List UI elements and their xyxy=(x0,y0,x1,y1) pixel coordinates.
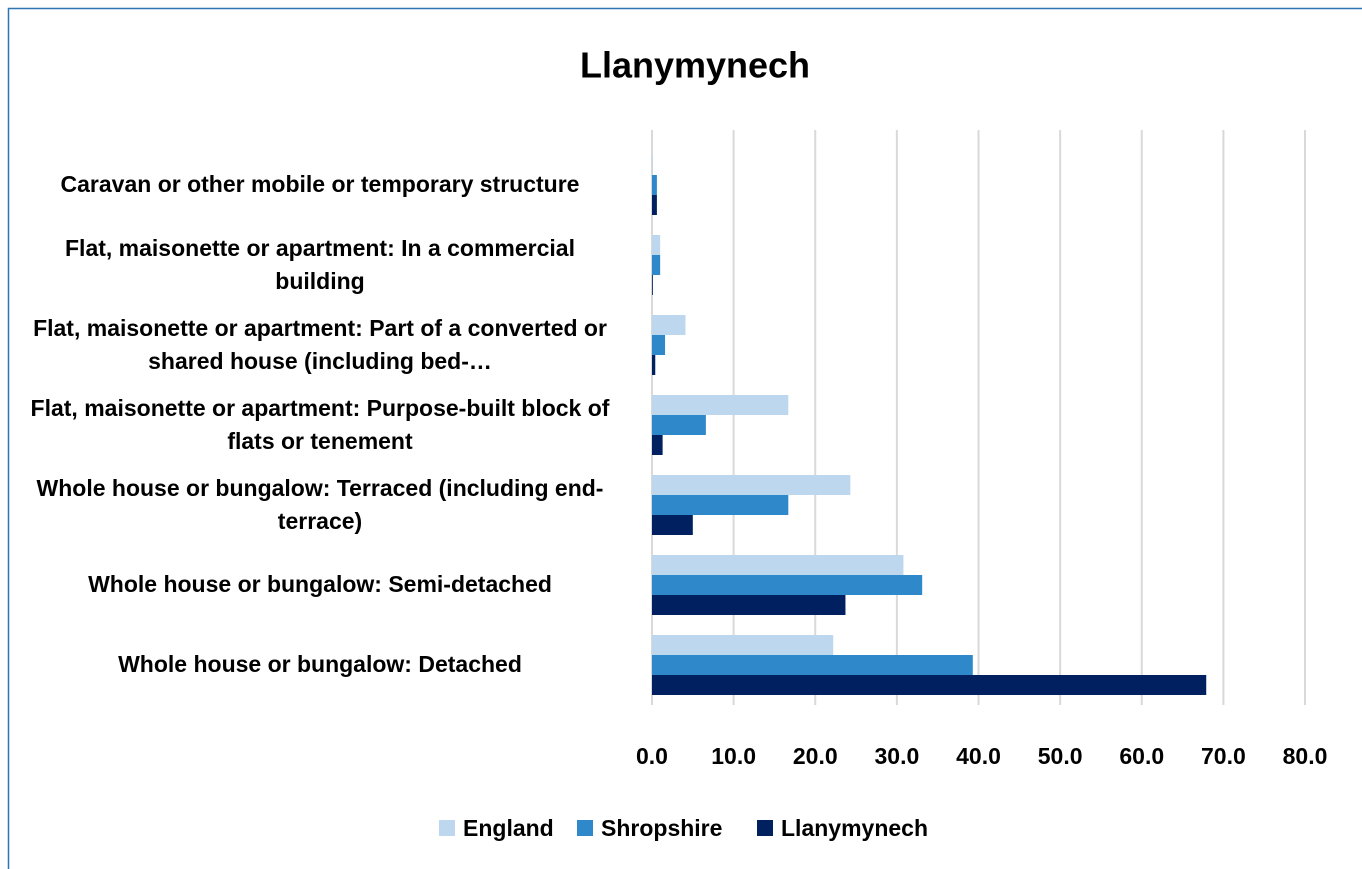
legend-label: England xyxy=(463,815,554,841)
bar xyxy=(652,275,653,295)
bar xyxy=(652,255,661,275)
bar xyxy=(652,235,661,255)
bar xyxy=(652,155,653,175)
chart-border xyxy=(7,7,1362,869)
bar xyxy=(652,655,973,675)
bar xyxy=(652,635,834,655)
x-tick-label: 20.0 xyxy=(793,743,838,769)
x-tick-label: 80.0 xyxy=(1283,743,1328,769)
bar xyxy=(652,575,923,595)
y-tick-label: Flat, maisonette or apartment: Part of a… xyxy=(33,314,607,374)
y-tick-label: Whole house or bungalow: Terraced (inclu… xyxy=(36,474,604,534)
bar xyxy=(652,595,846,615)
bar xyxy=(652,415,706,435)
bar xyxy=(652,315,686,335)
bar xyxy=(652,395,789,415)
x-tick-label: 50.0 xyxy=(1038,743,1083,769)
bar xyxy=(652,475,851,495)
y-tick-label: Whole house or bungalow: Detached xyxy=(118,651,522,678)
y-tick-label: Flat, maisonette or apartment: In a comm… xyxy=(65,234,575,294)
y-tick-label: Whole house or bungalow: Semi-detached xyxy=(88,571,552,598)
x-tick-label: 30.0 xyxy=(874,743,919,769)
x-tick-label: 0.0 xyxy=(636,743,668,769)
bar xyxy=(652,355,656,375)
bar xyxy=(652,675,1207,695)
bar xyxy=(652,175,657,195)
x-tick-label: 60.0 xyxy=(1119,743,1164,769)
legend-swatch xyxy=(577,820,593,836)
bar xyxy=(652,495,789,515)
x-tick-label: 10.0 xyxy=(711,743,756,769)
bar xyxy=(652,515,693,535)
y-tick-label: Flat, maisonette or apartment: Purpose-b… xyxy=(30,394,610,454)
bar xyxy=(652,195,657,215)
bar xyxy=(652,555,904,575)
chart-title: Llanymynech xyxy=(580,45,810,86)
x-tick-label: 70.0 xyxy=(1201,743,1246,769)
bar xyxy=(652,435,663,455)
y-tick-label: Caravan or other mobile or temporary str… xyxy=(60,171,580,198)
legend-swatch xyxy=(757,820,773,836)
bar xyxy=(652,335,666,355)
legend-label: Llanymynech xyxy=(781,815,928,841)
x-tick-label: 40.0 xyxy=(956,743,1001,769)
legend-swatch xyxy=(439,820,455,836)
legend-label: Shropshire xyxy=(601,815,722,841)
